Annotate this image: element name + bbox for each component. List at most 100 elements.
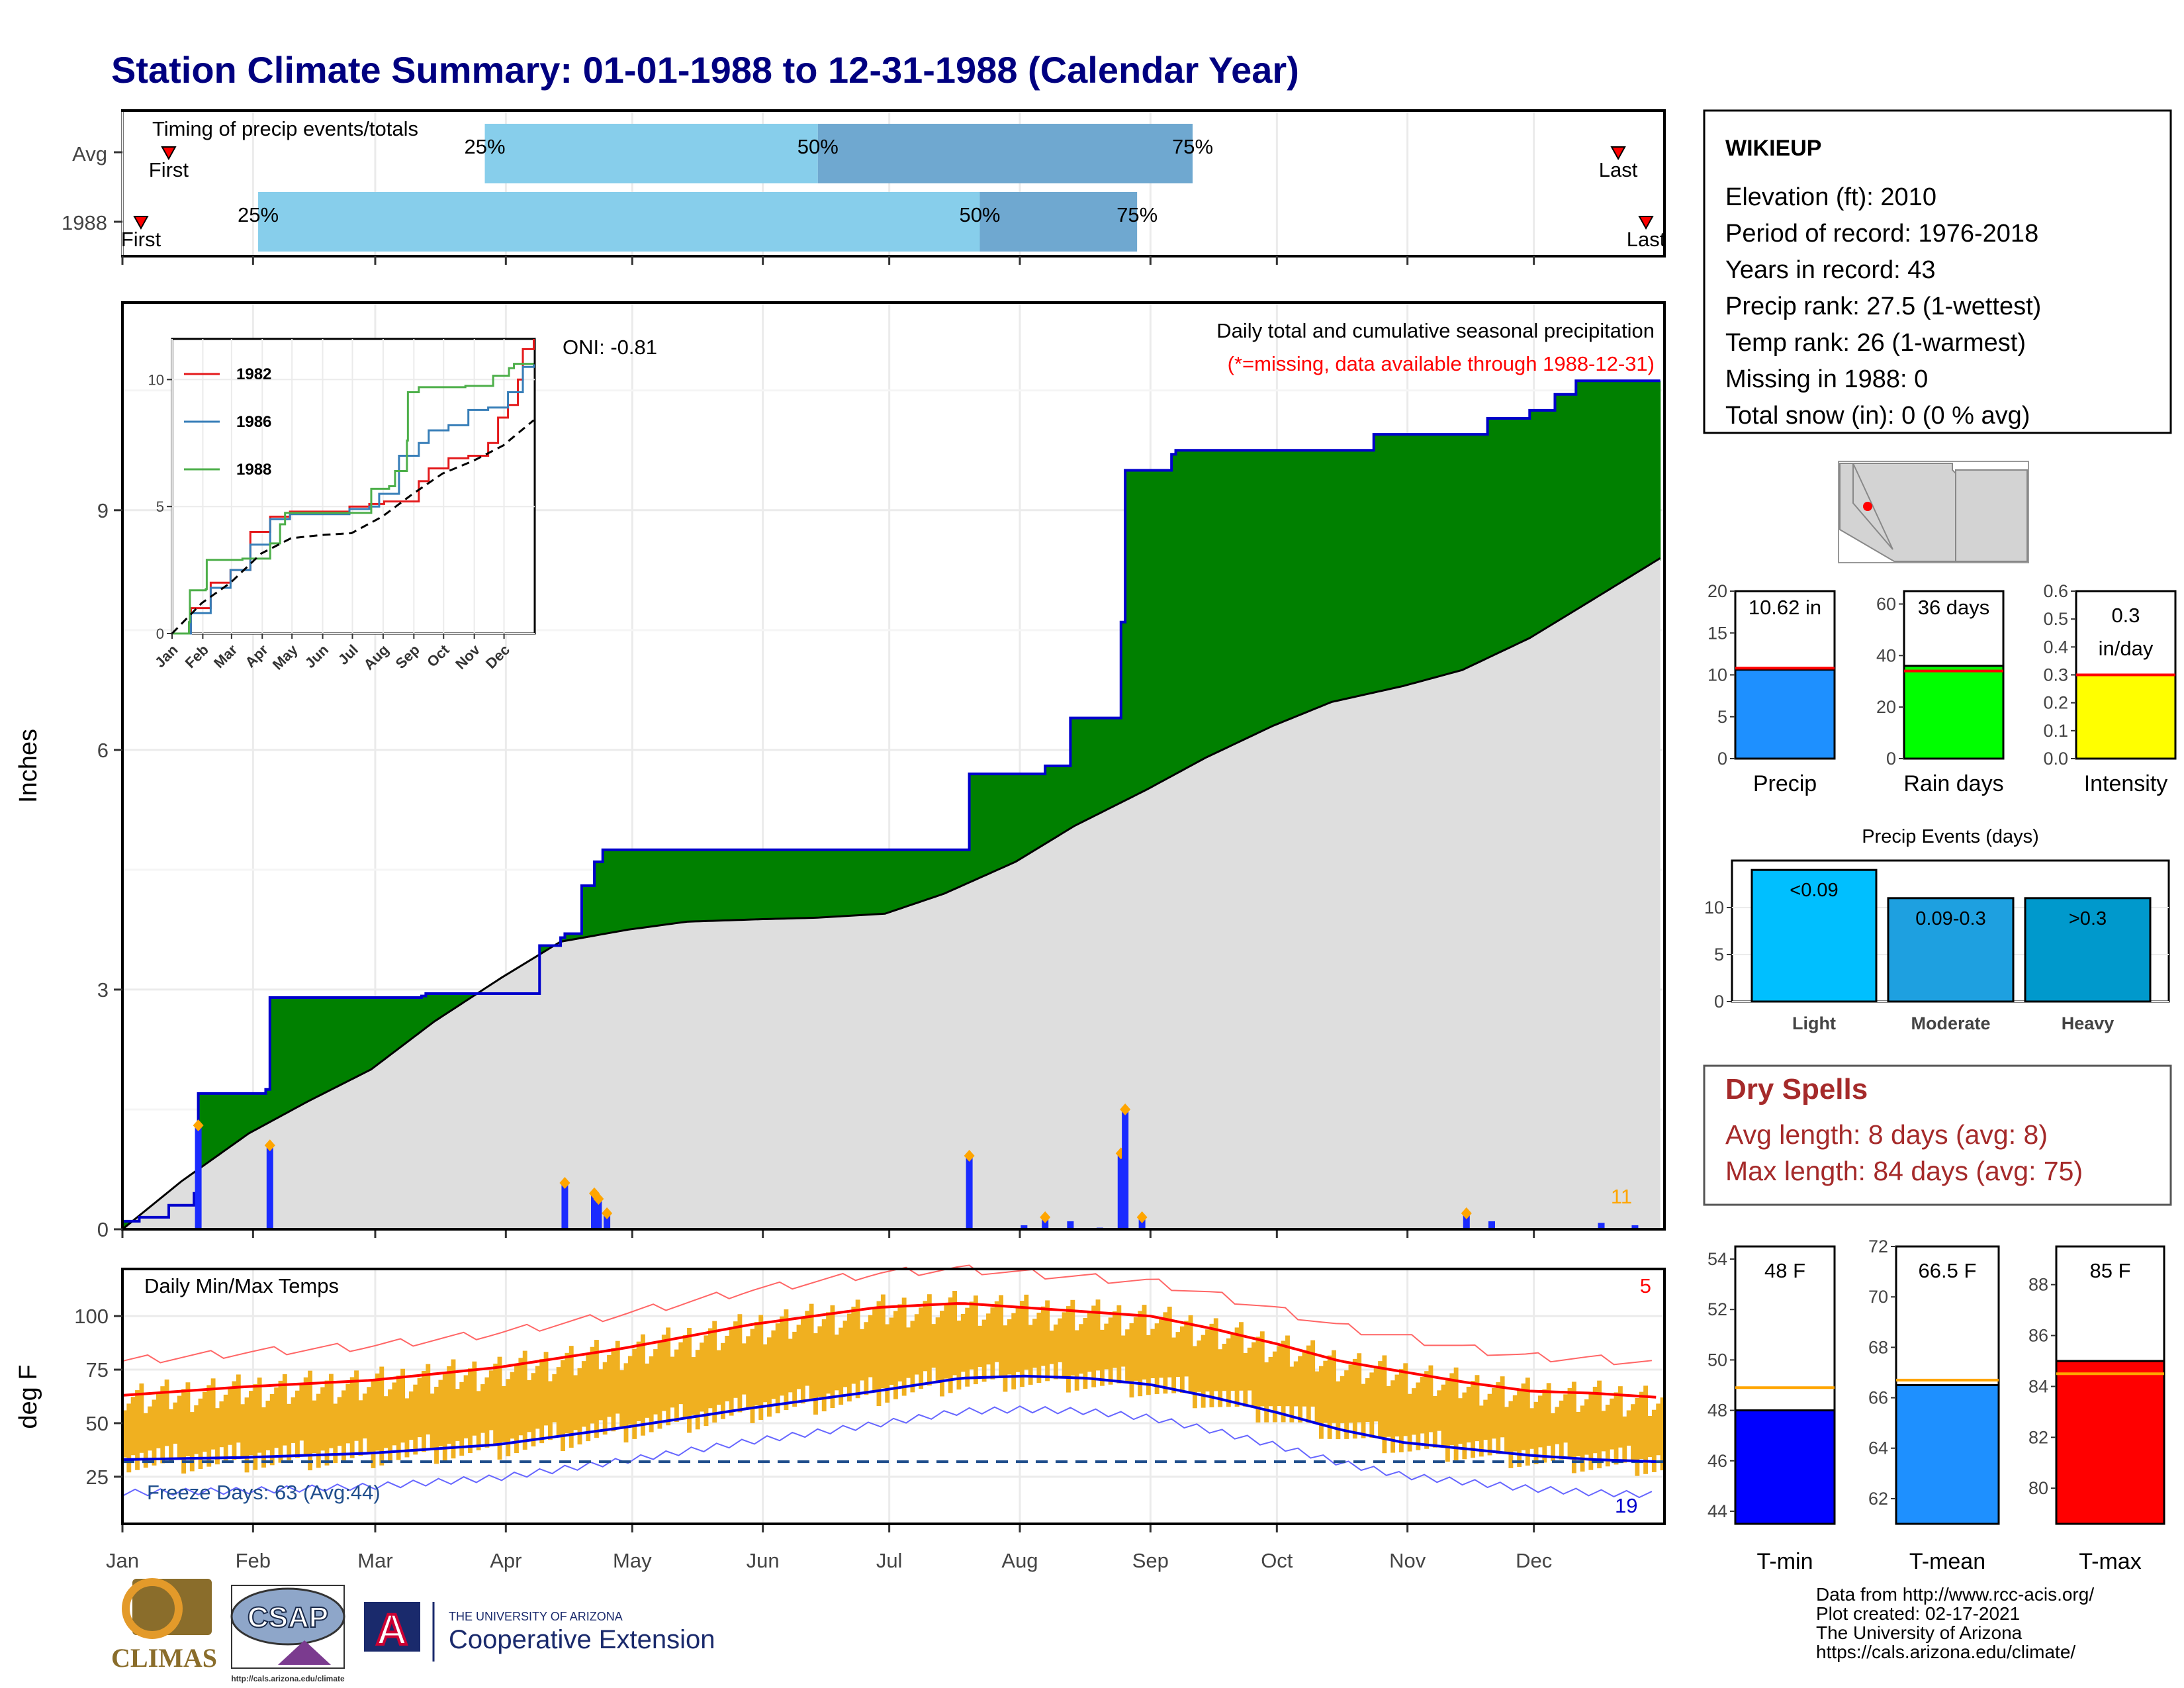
above-normal-area	[809, 849, 814, 918]
daily-temp-range-bar	[400, 1368, 406, 1443]
daily-temp-range-bar	[1070, 1299, 1075, 1376]
summary-y-tick-label: 40	[1876, 645, 1896, 665]
above-normal-area	[940, 849, 944, 896]
above-normal-area	[1306, 450, 1311, 712]
timing-row-avg-label: Avg	[72, 142, 107, 165]
last-event-marker	[1638, 216, 1654, 230]
temp-summary-value-label: 48 F	[1764, 1259, 1805, 1282]
above-normal-area	[868, 849, 873, 915]
daily-temp-range-bar	[1302, 1350, 1307, 1407]
daily-temp-range-bar	[691, 1357, 696, 1415]
summary-y-tick-label: 5	[1717, 707, 1727, 727]
daily-temp-range-bar	[1159, 1317, 1163, 1378]
summary-bar	[1734, 669, 1836, 760]
above-normal-area	[1466, 434, 1471, 669]
daily-temp-range-bar	[581, 1361, 586, 1427]
daily-temp-range-bar	[1251, 1342, 1256, 1407]
daily-precip-bar	[604, 1213, 611, 1229]
daily-temp-range-bar	[1416, 1382, 1421, 1450]
daily-temp-range-bar	[649, 1356, 654, 1432]
daily-temp-range-bar	[257, 1378, 262, 1453]
timing-pct-75: 75%	[1116, 203, 1158, 226]
temp-summary-y-tick-label: 84	[2028, 1376, 2048, 1396]
precip-event-category-label: Heavy	[2062, 1013, 2115, 1033]
daily-temp-range-bar	[569, 1346, 574, 1448]
daily-temp-range-bar	[1264, 1362, 1269, 1423]
above-normal-area	[846, 849, 852, 916]
above-normal-area	[784, 849, 789, 919]
daily-temp-range-bar	[312, 1400, 317, 1454]
daily-temp-range-bar	[682, 1335, 688, 1419]
daily-precip-bar	[966, 1155, 973, 1229]
precip-y-axis-label: Inches	[15, 729, 42, 803]
daily-temp-range-bar	[758, 1315, 764, 1420]
daily-temp-range-bar	[261, 1407, 266, 1468]
above-normal-area	[1643, 381, 1649, 569]
above-normal-area	[1525, 418, 1530, 640]
above-normal-area	[1289, 450, 1295, 720]
daily-temp-range-bar	[1032, 1319, 1037, 1368]
daily-temp-range-bar	[839, 1327, 844, 1405]
daily-temp-range-bar	[573, 1375, 578, 1430]
daily-temp-range-bar	[813, 1333, 818, 1415]
footer-line-3: The University of Arizona	[1816, 1622, 2023, 1643]
above-normal-area	[1268, 450, 1273, 728]
daily-temp-range-bar	[1146, 1335, 1151, 1395]
daily-temp-range-bar	[1218, 1349, 1223, 1407]
above-normal-area	[1091, 718, 1097, 818]
daily-temp-range-bar	[1563, 1394, 1569, 1443]
daily-temp-range-bar	[282, 1374, 287, 1446]
daily-temp-range-bar	[126, 1403, 132, 1473]
daily-temp-range-bar	[1580, 1405, 1585, 1472]
extreme-precip-marker	[1461, 1207, 1472, 1219]
above-normal-area	[1512, 418, 1518, 646]
temp-summary-y-tick-label: 68	[1868, 1337, 1888, 1357]
above-normal-area	[1277, 450, 1282, 725]
daily-temp-range-bar	[1643, 1385, 1649, 1474]
daily-temp-range-bar	[1062, 1312, 1067, 1378]
daily-temp-range-bar	[1567, 1387, 1572, 1458]
above-normal-area	[586, 886, 591, 937]
above-normal-area	[1592, 381, 1598, 600]
above-normal-area	[228, 1093, 233, 1149]
daily-temp-range-bar	[1049, 1331, 1054, 1364]
above-normal-area	[1348, 450, 1353, 698]
above-normal-area	[901, 849, 907, 908]
above-normal-area	[990, 774, 995, 873]
daily-temp-range-bar	[948, 1297, 953, 1393]
daily-temp-range-bar	[741, 1343, 747, 1395]
daily-temp-range-bar	[716, 1350, 721, 1405]
timing-pct-25: 25%	[238, 203, 279, 226]
daily-temp-range-bar	[1323, 1360, 1328, 1423]
above-normal-area	[442, 993, 447, 1016]
above-normal-area	[1551, 410, 1556, 626]
above-normal-area	[842, 849, 848, 917]
above-normal-area	[674, 849, 679, 923]
daily-temp-range-bar	[931, 1324, 936, 1368]
above-normal-area	[830, 849, 835, 917]
above-normal-area	[1255, 450, 1261, 734]
daily-temp-range-bar	[771, 1330, 776, 1399]
above-normal-area	[1508, 418, 1514, 648]
above-normal-area	[598, 861, 604, 935]
daily-temp-range-bar	[1496, 1382, 1501, 1454]
daily-temp-range-bar	[1318, 1366, 1324, 1439]
summary-category-label: Intensity	[2084, 771, 2168, 796]
daily-temp-range-bar	[1306, 1345, 1311, 1423]
daily-temp-range-bar	[910, 1321, 915, 1393]
extreme-precip-marker	[1040, 1211, 1051, 1223]
daily-temp-range-bar	[1113, 1311, 1117, 1368]
above-normal-area	[1597, 381, 1602, 597]
above-normal-area	[269, 998, 275, 1122]
above-normal-area	[1272, 450, 1277, 726]
daily-temp-range-bar	[1120, 1335, 1126, 1367]
precip-summary-bars: 0 5 10 15 20 10.62 in Precip 0 20 40 60 36 days Rain…	[1707, 581, 2177, 796]
daily-temp-range-bar	[944, 1304, 949, 1379]
above-normal-area	[1213, 450, 1218, 754]
daily-temp-range-bar	[842, 1321, 848, 1387]
above-normal-area	[919, 849, 924, 903]
daily-temp-range-bar	[1533, 1401, 1539, 1464]
daily-temp-range-bar	[1188, 1315, 1193, 1393]
daily-temp-range-bar	[674, 1349, 679, 1422]
daily-temp-range-bar	[594, 1340, 599, 1438]
